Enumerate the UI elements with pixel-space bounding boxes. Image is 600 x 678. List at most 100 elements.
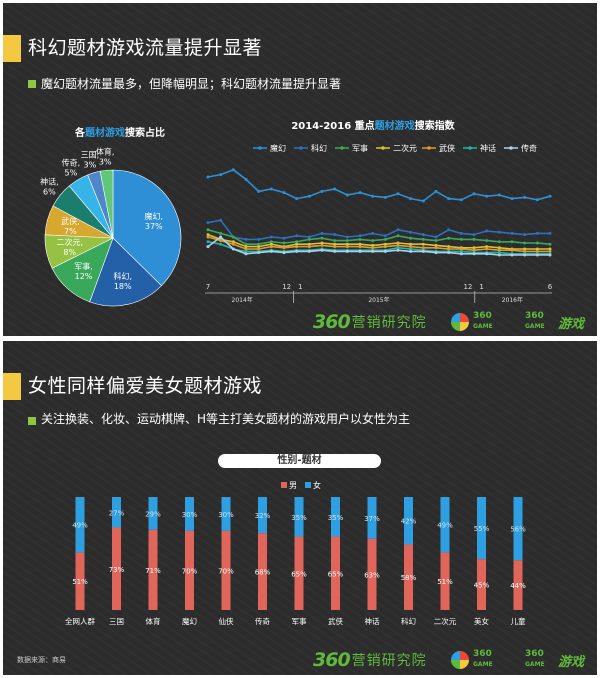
bar-category-label: 魔幻 <box>182 616 197 626</box>
legend-label-5: 神话 <box>480 143 496 153</box>
series-point <box>320 243 324 247</box>
bar-male-1 <box>112 527 121 610</box>
series-line-3 <box>207 233 550 250</box>
bar-female-10 <box>440 497 450 553</box>
legend-female-swatch <box>305 482 311 488</box>
x-tick-label: 1 <box>479 283 483 291</box>
pie-label-pct: 37% <box>145 222 163 231</box>
series-point <box>257 251 261 255</box>
bar-male-value: 65% <box>328 570 344 578</box>
logo-360-small: 360 <box>473 311 492 321</box>
bar-male-value: 63% <box>364 571 380 579</box>
bar-female-value: 42% <box>401 518 417 526</box>
bar-female-value: 30% <box>218 511 234 519</box>
series-point <box>535 249 539 253</box>
bar-female-5 <box>258 497 267 534</box>
bar-male-9 <box>404 544 413 610</box>
slide-title: 科幻题材游戏流量提升显著 <box>28 37 263 59</box>
series-point <box>257 245 261 249</box>
series-point <box>396 246 400 250</box>
brand-text: 营销研究院 <box>351 315 427 331</box>
pie-label-pct: 7% <box>64 227 77 236</box>
series-point <box>459 247 463 251</box>
bar-category-label: 儿童 <box>511 616 526 626</box>
x-tick-label: 7 <box>206 283 210 291</box>
series-point <box>485 245 489 249</box>
legend-marker-4 <box>427 146 431 150</box>
series-point <box>244 247 248 251</box>
bar-category-label: 体育 <box>146 616 161 626</box>
series-line-1 <box>207 219 550 241</box>
bar-female-value: 29% <box>145 510 161 518</box>
bar-male-value: 68% <box>255 569 271 577</box>
series-point <box>447 228 451 232</box>
series-point <box>485 229 489 233</box>
series-point <box>231 247 235 251</box>
series-point <box>459 237 463 241</box>
bar-male-3 <box>185 530 194 610</box>
line-chart: 2014-2016 重点题材游戏搜索指数 魔幻 科幻 军事 二次元 武侠 神话 传奇 7 12… <box>205 119 553 304</box>
series-point <box>257 189 261 193</box>
bar-category-label: 神话 <box>365 616 380 626</box>
series-point <box>333 245 337 249</box>
series-point <box>307 249 311 253</box>
series-point <box>269 187 273 191</box>
bar-female-0 <box>75 497 85 553</box>
series-point <box>535 253 539 257</box>
brand-360-research: 360 营销研究院 <box>313 311 427 333</box>
series-point <box>219 242 223 246</box>
x-tick-label: 12 <box>282 283 291 291</box>
series-point <box>371 249 375 253</box>
brand-text: 营销研究院 <box>351 653 427 669</box>
series-point <box>231 168 235 172</box>
pie-label-pct: 12% <box>75 272 93 281</box>
bar-male-10 <box>440 552 450 610</box>
bar-female-12 <box>513 497 523 561</box>
series-point <box>358 249 362 253</box>
series-point <box>358 245 362 249</box>
legend-marker-6 <box>509 146 513 150</box>
series-point <box>548 249 552 253</box>
series-point <box>396 228 400 232</box>
legend-label-0: 魔幻 <box>270 143 286 153</box>
series-point <box>320 189 324 193</box>
series-point <box>371 194 375 198</box>
bar-female-7 <box>331 497 340 537</box>
series-point <box>510 253 514 257</box>
bar-female-3 <box>185 497 194 531</box>
year-label: 2014年 <box>232 296 253 304</box>
slide-gender-genre: 女性同样偏爱美女题材游戏 关注换装、化妆、运动棋牌、H等主打美女题材的游戏用户以… <box>3 341 597 675</box>
series-point <box>358 234 362 238</box>
bar-female-9 <box>404 497 413 545</box>
series-point <box>206 221 210 225</box>
series-point <box>421 242 425 246</box>
pie-label-name: 魔幻, <box>144 211 163 221</box>
slide-sci-fi-traffic: 科幻题材游戏流量提升显著 魔幻题材流量最多，但降幅明显；科幻题材流量提升显著 各… <box>3 3 597 336</box>
bar-male-4 <box>221 530 231 610</box>
bar-male-value: 70% <box>218 567 234 575</box>
line-chart-title: 2014-2016 重点题材游戏搜索指数 <box>291 119 455 132</box>
series-point <box>383 242 387 246</box>
brand-360-research: 360 营销研究院 <box>313 649 427 671</box>
brand-number: 360 <box>313 649 351 671</box>
series-point <box>333 239 337 243</box>
series-point <box>231 235 235 239</box>
series-point <box>295 242 299 246</box>
series-point <box>523 249 527 253</box>
logo-game-text: 游戏 <box>558 317 585 332</box>
bar-female-value: 30% <box>182 511 198 519</box>
series-line-4 <box>207 236 550 253</box>
series-point <box>459 252 463 256</box>
series-point <box>548 253 552 257</box>
series-point <box>295 240 299 244</box>
series-point <box>345 193 349 197</box>
series-point <box>269 242 273 246</box>
series-point <box>383 245 387 249</box>
bar-male-2 <box>148 529 158 610</box>
bar-female-value: 49% <box>437 522 453 530</box>
stacked-bar-chart: 男 女 49% 51% 27% 73% 29% 71% 30% 70% 30% 70% 32% 68% 3… <box>65 480 526 626</box>
legend-label-2: 军事 <box>352 143 368 153</box>
series-point <box>244 237 248 241</box>
bar-male-12 <box>513 560 523 610</box>
series-point <box>269 245 273 249</box>
